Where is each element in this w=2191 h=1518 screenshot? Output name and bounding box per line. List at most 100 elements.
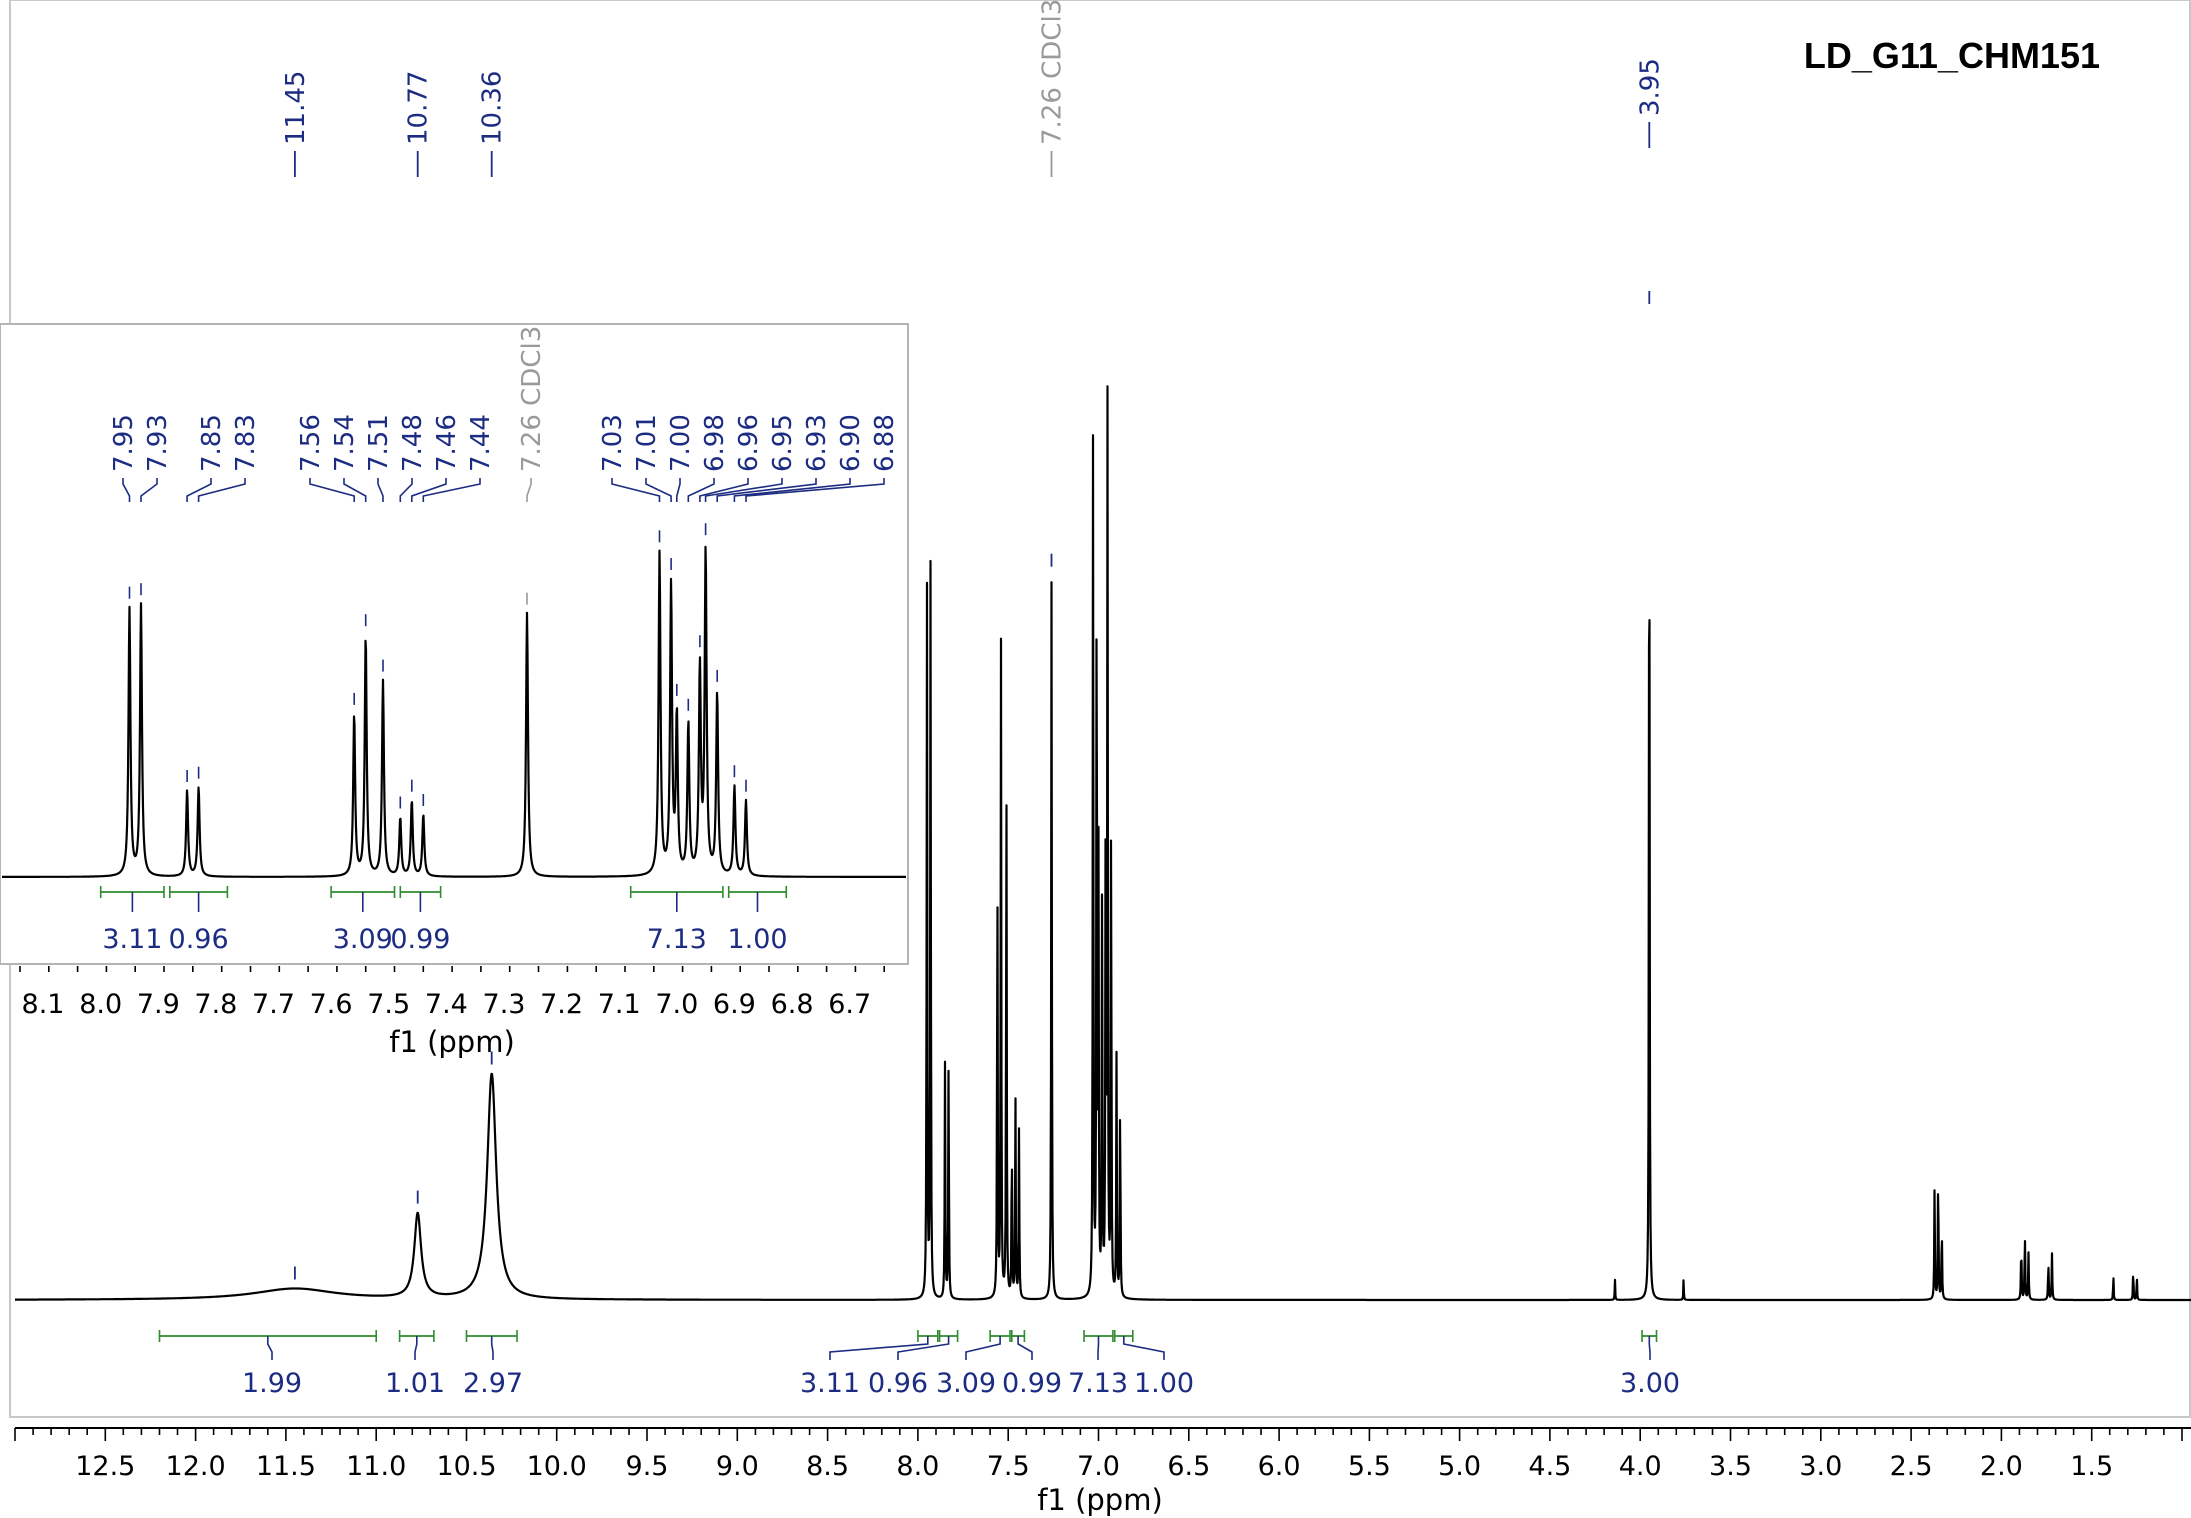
main-integral-value: 1.99 (242, 1368, 302, 1399)
main-integrals: 1.99 1.01 2.97 3.11 0.96 3.09 0.99 7.13 1.00 3.00 (158, 1330, 1680, 1399)
main-x-tick-label: 4.5 (1528, 1451, 1571, 1482)
inset-peak-label: 6.95 (768, 414, 798, 472)
inset-x-tick-label: 7.7 (252, 989, 295, 1020)
main-integral-value: 7.13 (1068, 1368, 1128, 1399)
main-integral-value: 2.97 (463, 1368, 523, 1399)
main-x-tick-label: 3.0 (1799, 1451, 1842, 1482)
main-x-tick-label: 7.5 (987, 1451, 1030, 1482)
inset-peak-label-leader (745, 478, 885, 502)
inset-integrals: 3.11 0.96 3.090.99 7.13 1.00 (99, 886, 788, 955)
main-peak-label: 7.26 CDCl3 (1038, 0, 1068, 145)
inset-peak-label: 7.95 (109, 414, 139, 472)
main-x-tick-label: 3.5 (1709, 1451, 1752, 1482)
main-integral-value: 1.01 (385, 1368, 445, 1399)
inset-peak-label-leader (733, 478, 851, 502)
inset-peak-label-leader (343, 478, 367, 502)
main-integral-value: 3.09 (936, 1368, 996, 1399)
inset-peak-label: 7.01 (632, 414, 662, 472)
main-integral-leader (1123, 1336, 1165, 1360)
inset-x-tick-label: 7.8 (194, 989, 237, 1020)
inset-peak-label: 7.51 (364, 414, 394, 472)
main-x-tick-label: 10.0 (527, 1451, 587, 1482)
main-x-tick-label: 11.0 (346, 1451, 406, 1482)
inset-x-tick-label: 6.7 (828, 989, 871, 1020)
inset-peak-labels: 7.95 7.93 7.85 7.83 7.56 7.54 7.51 7.48 7.46 7.44… (109, 326, 900, 809)
inset-peak-label-leader (687, 478, 715, 502)
inset-peak-label-leader (411, 478, 447, 502)
main-x-tick-label: 6.5 (1167, 1451, 1210, 1482)
main-spectrum-trace (14, 385, 2191, 1302)
main-x-tick-label: 5.5 (1348, 1451, 1391, 1482)
inset-peak-label: 7.83 (231, 414, 261, 472)
inset-x-tick-label: 8.1 (22, 989, 65, 1020)
main-integral-leader (897, 1336, 950, 1360)
inset-peak-label-leader (422, 478, 481, 502)
inset-x-tick-label: 7.4 (425, 989, 468, 1020)
inset-peak-label: 6.88 (870, 414, 900, 472)
main-x-tick-label: 12.5 (75, 1451, 135, 1482)
inset-peak-label: 7.85 (197, 414, 227, 472)
inset-x-tick-label: 7.6 (310, 989, 353, 1020)
inset-peak-label: 7.03 (598, 414, 628, 472)
inset-x-axis-title: f1 (ppm) (389, 1025, 515, 1059)
main-integral-leader (414, 1336, 418, 1360)
main-x-tick-label: 2.0 (1980, 1451, 2023, 1482)
inset-expansion: 3.11 0.96 3.090.99 7.13 1.00 7.95 7.93 7.85 7.8… (0, 323, 909, 1059)
main-integral-leader (490, 1336, 494, 1360)
inset-peak-label: 6.96 (734, 414, 764, 472)
main-integral-leader (267, 1336, 273, 1360)
main-spectrum: 1.99 1.01 2.97 3.11 0.96 3.09 0.99 7.13 1.00 3.00… (14, 0, 2191, 1517)
inset-x-tick-label: 7.5 (367, 989, 410, 1020)
main-x-tick-label: 5.0 (1438, 1451, 1481, 1482)
inset-x-tick-label: 6.8 (771, 989, 814, 1020)
inset-peak-label-leader (197, 478, 246, 502)
main-x-tick-label: 6.0 (1258, 1451, 1301, 1482)
main-x-tick-label: 9.5 (626, 1451, 669, 1482)
inset-integral-value: 3.09 (333, 924, 393, 955)
main-x-tick-label: 7.0 (1077, 1451, 1120, 1482)
main-x-tick-label: 12.0 (166, 1451, 226, 1482)
main-peak-labels: 11.45 10.77 10.36 7.26 CDCl3 3.95 (281, 0, 1665, 1280)
inset-peak-label: 7.44 (466, 414, 496, 472)
inset-x-tick-label: 7.0 (655, 989, 698, 1020)
inset-peak-label-leader (699, 478, 749, 502)
inset-peak-label-leader (122, 478, 131, 502)
inset-x-tick-label: 7.2 (540, 989, 583, 1020)
inset-peak-label-leader (309, 478, 355, 502)
main-x-tick-label: 9.0 (716, 1451, 759, 1482)
main-integral-value: 1.00 (1134, 1368, 1194, 1399)
inset-integral-value: 7.13 (647, 924, 707, 955)
main-integral-value: 0.96 (868, 1368, 928, 1399)
inset-peak-label: 7.54 (330, 414, 360, 472)
inset-peak-label: 7.00 (666, 414, 696, 472)
inset-peak-label-leader (186, 478, 212, 502)
inset-peak-label: 7.48 (398, 414, 428, 472)
inset-peak-label: 7.46 (432, 414, 462, 472)
main-integral-leader (1017, 1336, 1033, 1360)
inset-integral-value: 3.11 (102, 924, 162, 955)
main-x-tick-label: 8.0 (896, 1451, 939, 1482)
inset-peak-label: 6.93 (802, 414, 832, 472)
inset-peak-label-leader (526, 478, 532, 502)
inset-peak-label-leader (645, 478, 672, 502)
inset-x-tick-label: 7.1 (598, 989, 641, 1020)
inset-frame (0, 323, 909, 965)
inset-integral-value: 0.96 (169, 924, 229, 955)
inset-integral-value: 1.00 (727, 924, 787, 955)
main-integral-value: 0.99 (1002, 1368, 1062, 1399)
inset-x-tick-label: 7.3 (483, 989, 526, 1020)
inset-x-tick-label: 7.9 (137, 989, 180, 1020)
inset-peak-label-leader (676, 478, 681, 502)
main-x-tick-label: 2.5 (1890, 1451, 1933, 1482)
main-x-tick-label: 10.5 (436, 1451, 496, 1482)
main-peak-label: 3.95 (1635, 58, 1665, 116)
inset-spectrum-trace (1, 545, 907, 878)
main-x-tick-label: 11.5 (256, 1451, 316, 1482)
inset-peak-label: 7.26 CDCl3 (517, 326, 547, 472)
main-peak-label: 10.36 (478, 71, 508, 145)
inset-peak-label: 6.90 (836, 414, 866, 472)
main-integral-value: 3.00 (1620, 1368, 1680, 1399)
inset-integral-value: 0.99 (390, 924, 450, 955)
main-x-axis-title: f1 (ppm) (1037, 1483, 1163, 1517)
